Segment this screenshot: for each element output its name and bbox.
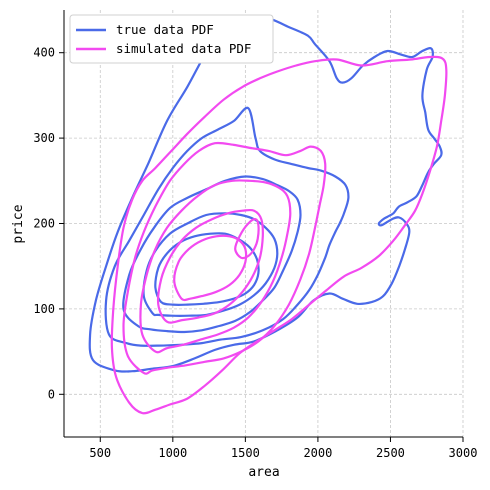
- x-tick-label: 1000: [158, 446, 187, 460]
- contour-level-2: [104, 106, 350, 347]
- legend-label: true data PDF: [116, 22, 214, 37]
- x-tick-label: 2000: [303, 446, 332, 460]
- y-tick-label: 100: [33, 302, 55, 316]
- contour-layer: [88, 17, 448, 415]
- x-tick-label: 500: [89, 446, 111, 460]
- y-tick-label: 200: [33, 217, 55, 231]
- contour-level-4: [156, 208, 264, 324]
- x-tick-label: 2500: [376, 446, 405, 460]
- contour-level-4: [142, 212, 279, 317]
- y-tick-label: 300: [33, 131, 55, 145]
- contour-level-1: [110, 55, 448, 415]
- series-true-data: [88, 17, 443, 373]
- contour-level-1: [88, 17, 443, 373]
- y-tick-label: 0: [48, 387, 55, 401]
- series-simulated-data: [110, 55, 448, 415]
- y-ticks: 0 100 200 300 400: [33, 46, 64, 401]
- contour-level-3: [122, 175, 302, 334]
- y-tick-label: 400: [33, 46, 55, 60]
- legend-frame: [69, 14, 274, 64]
- legend: true data PDF simulated data PDF: [69, 14, 274, 64]
- contour-level-5: [173, 234, 248, 302]
- contour-level-6: [234, 218, 260, 260]
- x-tick-label: 3000: [449, 446, 478, 460]
- legend-label: simulated data PDF: [116, 41, 251, 56]
- contour-level-5: [154, 232, 260, 306]
- x-ticks: 500 1000 1500 2000 2500 3000: [89, 437, 477, 460]
- contour-level-2: [122, 141, 327, 375]
- x-tick-label: 1500: [231, 446, 260, 460]
- y-axis-label: price: [11, 204, 26, 243]
- contour-level-3: [139, 179, 292, 354]
- x-axis-label: area: [248, 465, 279, 480]
